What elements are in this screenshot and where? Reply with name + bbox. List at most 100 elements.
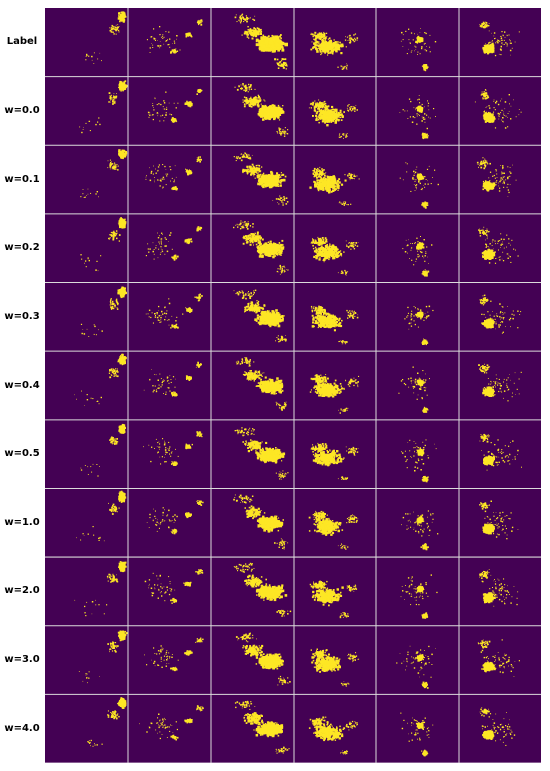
map-tile [459, 419, 541, 489]
map-tile [211, 8, 294, 77]
segmentation-mask [294, 282, 376, 352]
segmentation-mask [294, 488, 376, 558]
segmentation-mask [376, 419, 459, 489]
segmentation-mask [294, 694, 376, 763]
map-tile [211, 213, 294, 283]
map-tile [128, 419, 211, 489]
segmentation-mask [128, 694, 211, 763]
row-label: w=0.0 [0, 105, 44, 117]
map-tile [376, 488, 459, 558]
segmentation-mask [211, 625, 294, 695]
segmentation-mask [376, 694, 459, 763]
segmentation-mask [211, 694, 294, 763]
map-tile [376, 557, 459, 626]
segmentation-mask [459, 694, 541, 763]
segmentation-mask [128, 351, 211, 420]
segmentation-mask [459, 557, 541, 626]
map-tile [294, 145, 376, 214]
segmentation-mask [45, 282, 128, 352]
segmentation-mask [45, 557, 128, 626]
segmentation-mask [459, 76, 541, 146]
map-tile [211, 488, 294, 558]
map-tile [45, 76, 128, 146]
map-tile [376, 76, 459, 146]
map-tile [128, 282, 211, 352]
map-tile [459, 282, 541, 352]
segmentation-mask [294, 213, 376, 283]
map-tile [45, 625, 128, 695]
map-tile [459, 351, 541, 420]
map-tile [376, 694, 459, 763]
segmentation-mask [376, 8, 459, 77]
segmentation-mask [45, 8, 128, 77]
map-tile [211, 557, 294, 626]
map-tile [376, 625, 459, 695]
segmentation-mask [211, 488, 294, 558]
map-tile [294, 488, 376, 558]
map-tile [376, 419, 459, 489]
map-tile [459, 76, 541, 146]
segmentation-mask [128, 213, 211, 283]
map-tile [211, 419, 294, 489]
segmentation-mask [211, 76, 294, 146]
row-label: w=0.1 [0, 174, 44, 186]
map-tile [294, 557, 376, 626]
segmentation-mask [376, 557, 459, 626]
segmentation-mask [45, 76, 128, 146]
segmentation-mask [128, 282, 211, 352]
map-tile [211, 625, 294, 695]
segmentation-mask [45, 213, 128, 283]
row-label: w=4.0 [0, 723, 44, 735]
segmentation-mask [45, 694, 128, 763]
map-tile [459, 488, 541, 558]
segmentation-mask [45, 625, 128, 695]
map-tile [459, 8, 541, 77]
segmentation-mask [45, 351, 128, 420]
map-tile [45, 694, 128, 763]
segmentation-mask [294, 145, 376, 214]
segmentation-mask [376, 213, 459, 283]
map-tile [45, 351, 128, 420]
segmentation-mask [128, 145, 211, 214]
map-tile [128, 488, 211, 558]
segmentation-mask [376, 625, 459, 695]
map-tile [45, 8, 128, 77]
row-label: w=0.3 [0, 311, 44, 323]
map-tile [294, 351, 376, 420]
map-tile [128, 8, 211, 77]
map-tile [294, 625, 376, 695]
map-tile [211, 282, 294, 352]
map-tile [294, 694, 376, 763]
map-tile [128, 694, 211, 763]
segmentation-mask [376, 351, 459, 420]
map-tile [128, 625, 211, 695]
segmentation-mask [128, 419, 211, 489]
map-tile [376, 145, 459, 214]
map-tile [294, 76, 376, 146]
segmentation-mask [376, 145, 459, 214]
map-tile [128, 557, 211, 626]
segmentation-mask [45, 145, 128, 214]
map-tile [211, 351, 294, 420]
map-tile [211, 76, 294, 146]
row-label: w=1.0 [0, 517, 44, 529]
segmentation-mask [294, 557, 376, 626]
segmentation-mask [211, 145, 294, 214]
map-tile [45, 145, 128, 214]
segmentation-mask [128, 76, 211, 146]
row-label: w=0.2 [0, 242, 44, 254]
segmentation-mask [459, 213, 541, 283]
map-tile [459, 557, 541, 626]
row-label: w=2.0 [0, 585, 44, 597]
segmentation-mask [294, 625, 376, 695]
segmentation-mask [211, 8, 294, 77]
map-tile [459, 213, 541, 283]
segmentation-mask [128, 488, 211, 558]
map-tile [459, 694, 541, 763]
map-tile [294, 8, 376, 77]
segmentation-mask [211, 282, 294, 352]
segmentation-mask [211, 351, 294, 420]
row-label: Label [0, 36, 44, 48]
segmentation-mask [294, 8, 376, 77]
